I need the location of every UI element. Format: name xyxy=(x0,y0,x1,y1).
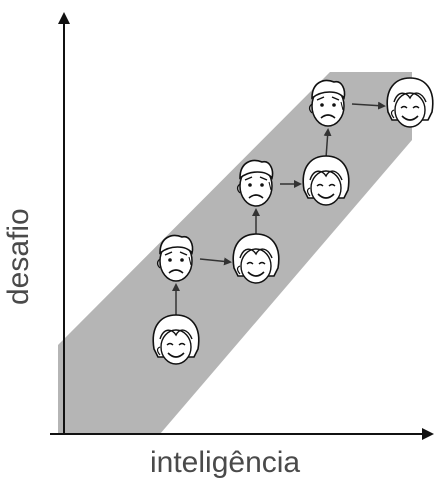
happy-face-icon xyxy=(302,155,350,206)
arrow-up xyxy=(323,128,332,159)
y-axis-label: desafio xyxy=(2,208,35,305)
faces-group xyxy=(152,77,434,365)
happy-face-icon xyxy=(232,233,280,284)
worried-face-icon xyxy=(156,234,194,282)
happy-face-icon xyxy=(386,77,434,128)
worried-face-icon xyxy=(236,159,274,207)
happy-face-icon xyxy=(152,314,200,365)
worried-face-icon xyxy=(308,79,346,127)
transition-arrows xyxy=(172,101,386,317)
arrow-right xyxy=(199,257,232,266)
arrow-right xyxy=(351,101,386,110)
x-axis-label: inteligência xyxy=(150,446,301,479)
